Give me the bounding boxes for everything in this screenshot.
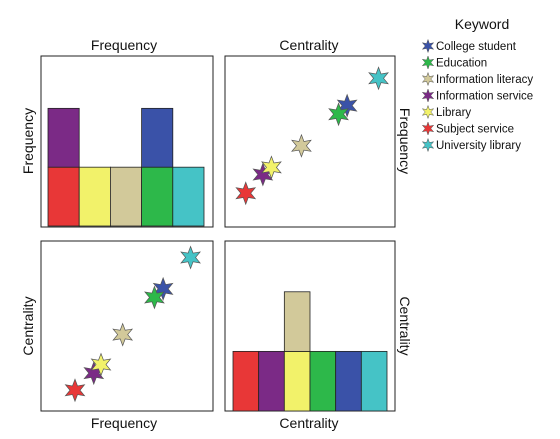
legend-label-information-service: Information service: [436, 91, 533, 103]
legend-title: Keyword: [455, 16, 509, 32]
top-right-title: Centrality: [279, 37, 338, 53]
point-cf-information-literacy: [112, 322, 134, 347]
bottom-left-ylabel: Centrality: [20, 296, 36, 355]
panel-frame-bottom-left: [40, 240, 214, 412]
hist-centrality-bar-library: [283, 350, 311, 412]
point-fc-college-student: [336, 93, 358, 118]
panel-frame-top-left: [40, 55, 214, 228]
legend-label-college-student: College student: [436, 41, 517, 53]
point-fc-subject-service: [235, 181, 257, 206]
hist-frequency-bar-education: [141, 166, 174, 227]
point-cf-college-student: [152, 276, 174, 301]
panel-frame-top-right: [224, 55, 396, 228]
hist-frequency-bar-information-service: [47, 107, 80, 168]
legend-marker-subject-service: [421, 121, 435, 136]
top-left-title: Frequency: [91, 37, 157, 53]
hist-centrality-bar-information-service: [258, 350, 285, 412]
hist-frequency-bar-university-library: [172, 166, 205, 227]
hist-centrality-bar-information-literacy: [283, 291, 311, 352]
legend-label-library: Library: [436, 107, 471, 119]
point-fc-education: [328, 102, 349, 127]
hist-centrality-bar-university-library: [360, 350, 388, 412]
top-left-ylabel: Frequency: [20, 108, 36, 174]
bottom-right-ylabel: Centrality: [397, 296, 413, 355]
point-cf-education: [144, 285, 165, 310]
legend-label-information-literacy: Information literacy: [436, 74, 533, 86]
point-fc-university-library: [368, 66, 389, 91]
legend-marker-information-service: [421, 88, 435, 103]
top-right-ylabel: Frequency: [397, 108, 413, 174]
hist-centrality-bar-college-student: [335, 350, 362, 412]
hist-frequency-bar-library: [78, 166, 111, 227]
legend-marker-information-literacy: [421, 71, 435, 87]
bottom-right-xlabel: Centrality: [279, 415, 338, 431]
legend-marker-education: [421, 55, 435, 70]
point-cf-subject-service: [64, 378, 86, 403]
hist-centrality-bar-subject-service: [232, 350, 260, 412]
legend-label-subject-service: Subject service: [436, 124, 514, 136]
hist-frequency-bar-subject-service: [47, 166, 80, 227]
hist-frequency-bar-information-literacy: [110, 166, 143, 227]
point-cf-library: [90, 352, 112, 377]
bottom-left-xlabel: Frequency: [91, 415, 157, 431]
point-fc-library: [261, 155, 282, 180]
point-fc-information-literacy: [291, 133, 312, 158]
legend-label-university-library: University library: [436, 140, 521, 152]
hist-frequency-bar-college-student: [141, 107, 174, 168]
hist-centrality-bar-education: [309, 350, 337, 412]
point-cf-university-library: [180, 245, 201, 270]
legend-marker-university-library: [421, 137, 435, 153]
legend-marker-college-student: [421, 38, 435, 54]
legend-label-education: Education: [436, 58, 487, 70]
legend-marker-library: [421, 104, 435, 120]
